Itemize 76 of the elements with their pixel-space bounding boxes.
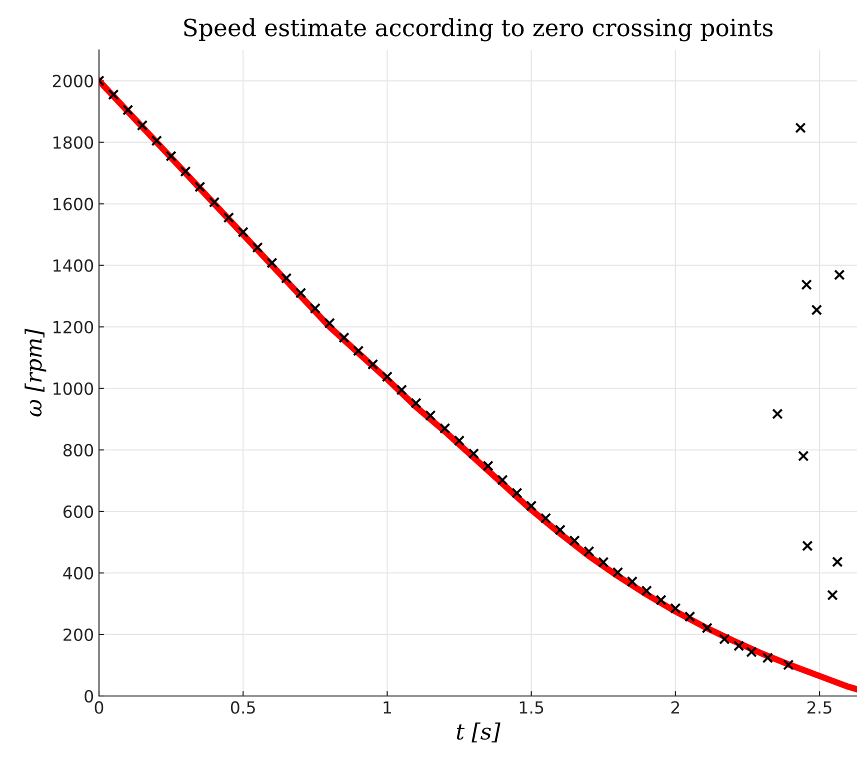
point [338,332,350,344]
point [482,460,494,472]
point [801,279,812,290]
x-tick-label: 2 [671,701,680,714]
point [670,602,681,614]
point [425,410,436,421]
x-tick-label: 2.5 [808,701,832,714]
y-tick-label: 1800 [54,136,94,149]
point [782,659,794,670]
point [454,435,465,446]
point [367,358,378,370]
point [108,89,119,100]
point [746,646,757,658]
point [656,594,666,606]
point [208,196,220,208]
point [626,576,638,587]
point [194,181,206,192]
point [612,566,624,578]
y-tick-label: 400 [63,566,94,580]
point [280,272,292,284]
point [136,120,148,131]
y-tick-label: 2000 [52,74,94,88]
point [295,288,306,298]
point [468,448,480,460]
x-axis-title: t [s] [456,722,500,742]
point [684,611,696,622]
point [180,166,191,177]
point [702,622,713,634]
y-tick-label: 600 [63,505,94,518]
point [266,257,278,268]
point [410,398,422,409]
y-tick-label: 800 [63,444,94,456]
point [166,150,176,162]
point [439,422,450,434]
x-tick-label: 1 [384,701,391,714]
point [827,590,838,601]
y-axis-title: ω [rpm] [24,328,46,416]
point [223,212,234,224]
x-tick-label: 1.5 [520,701,544,714]
point [396,384,408,396]
y-tick-label: 1600 [54,198,94,210]
point [584,546,594,557]
point [352,345,364,356]
point [802,540,813,552]
y-tick-label: 1400 [54,259,94,272]
point [497,474,508,486]
y-tick-label: 0 [84,690,94,703]
point [511,488,522,498]
point [540,512,552,524]
point [811,304,822,316]
point [598,556,609,568]
point [832,556,843,568]
point [382,371,393,382]
y-tick-label: 1000 [54,382,94,395]
point [310,302,321,314]
y-tick-label: 1200 [54,320,94,334]
point [641,585,652,596]
point [795,122,806,134]
point [569,535,580,546]
point [834,269,845,280]
x-tick-label: 0 [94,701,104,714]
y-tick-label: 200 [64,628,94,642]
point [238,226,249,238]
point [122,104,134,116]
point [762,652,774,664]
x-tick-label: 0.5 [230,701,255,714]
point [733,640,744,652]
point [772,408,783,420]
point [526,500,537,512]
point [798,450,809,462]
point [151,135,162,146]
point [554,524,566,536]
point [324,318,336,329]
point [252,242,263,253]
chart-title: Speed estimate according to zero crossing points [184,18,773,42]
point [718,634,730,645]
